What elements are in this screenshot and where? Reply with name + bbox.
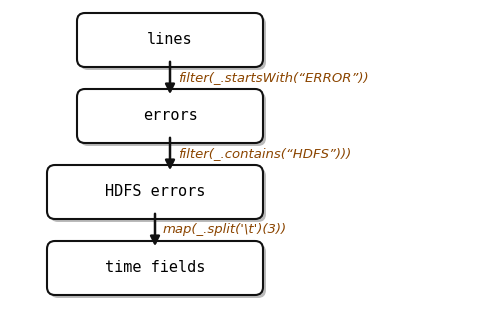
FancyBboxPatch shape [77,89,263,143]
FancyBboxPatch shape [80,92,266,146]
Text: map(_.split('\t')(3)): map(_.split('\t')(3)) [163,223,287,236]
Text: time fields: time fields [105,261,205,275]
FancyBboxPatch shape [47,165,263,219]
FancyBboxPatch shape [80,16,266,70]
Text: filter(_.contains(“HDFS”))): filter(_.contains(“HDFS”))) [178,148,351,160]
Text: lines: lines [147,32,193,47]
FancyBboxPatch shape [47,241,263,295]
Text: HDFS errors: HDFS errors [105,184,205,199]
FancyBboxPatch shape [50,244,266,298]
FancyBboxPatch shape [77,13,263,67]
Text: filter(_.startsWith(“ERROR”)): filter(_.startsWith(“ERROR”)) [178,71,368,85]
FancyBboxPatch shape [50,168,266,222]
Text: errors: errors [143,109,197,124]
